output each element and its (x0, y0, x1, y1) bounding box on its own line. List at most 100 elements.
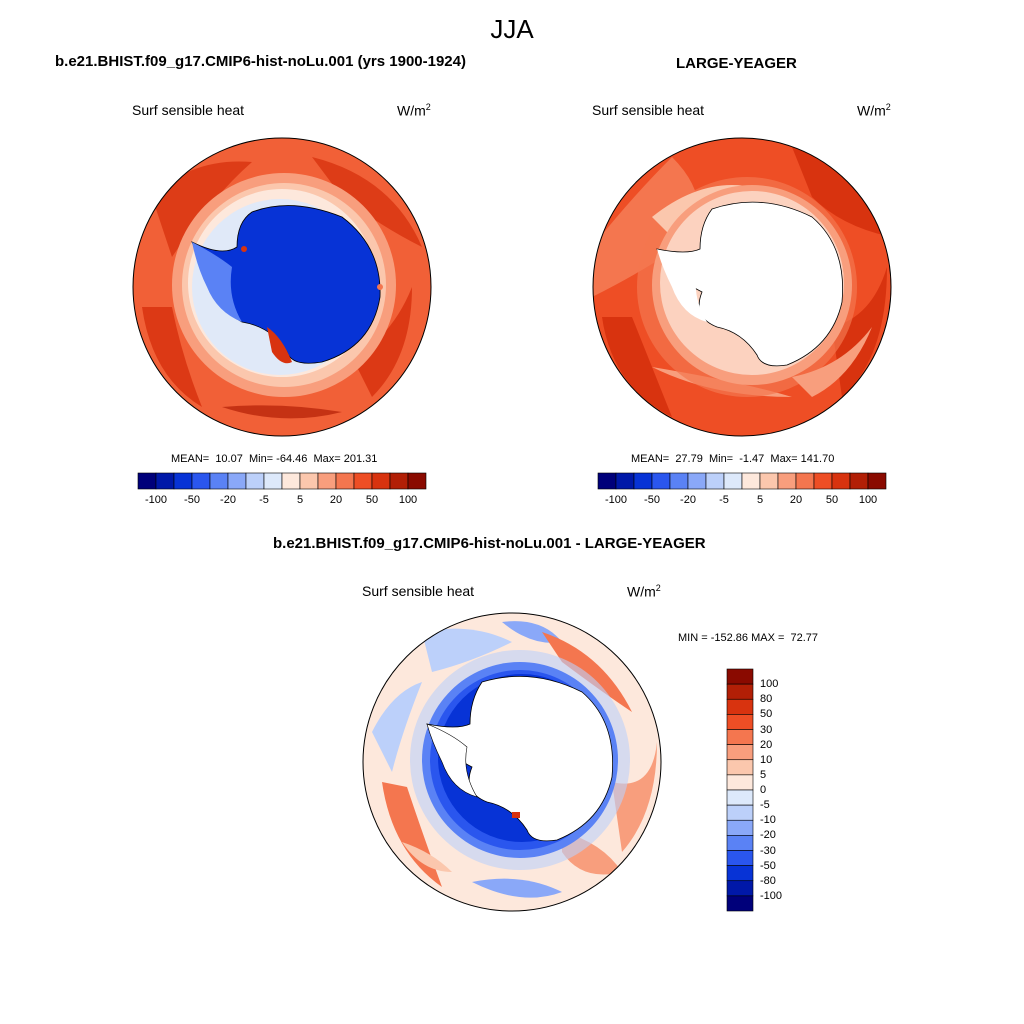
colorbar-swatch (726, 698, 754, 715)
colorbar-tick-label: 20 (789, 494, 803, 506)
colorbar-tick-label: -100 (760, 889, 783, 902)
colorbar-swatch (651, 472, 671, 490)
colorbar-swatch (317, 472, 337, 490)
colorbar-swatch (633, 472, 653, 490)
panel2-variable-label: Surf sensible heat (592, 102, 705, 118)
panel1-stats: MEAN= 10.07 Min= -64.46 Max= 201.31 (171, 453, 378, 465)
colorbar-tick-label: 100 (760, 678, 779, 691)
panel2-stats: MEAN= 27.79 Min= -1.47 Max= 141.70 (631, 453, 835, 465)
panel2-title: LARGE-YEAGER (676, 55, 797, 72)
panel3-minmax: MIN = -152.86 MAX = 72.77 (678, 632, 819, 644)
panel2-units-label: W/m2 (857, 102, 891, 119)
colorbar-tick-label: 0 (760, 784, 767, 796)
colorbar-swatch (227, 472, 247, 490)
panel3-variable-label: Surf sensible heat (362, 583, 475, 599)
colorbar-swatch (687, 472, 707, 490)
colorbar-tick-label: 30 (760, 723, 773, 736)
colorbar-tick-label: -80 (760, 874, 776, 887)
panel1-colorbar (137, 472, 427, 490)
colorbar-swatch (726, 895, 754, 912)
colorbar-swatch (335, 472, 355, 490)
colorbar-swatch (726, 668, 754, 685)
panel1-colorbar-ticks: -100 -50 -20 -5 5 20 50 100 (138, 494, 426, 508)
colorbar-swatch (705, 472, 725, 490)
colorbar-swatch (281, 472, 301, 490)
colorbar-swatch (759, 472, 779, 490)
colorbar-tick-label: 100 (858, 494, 878, 506)
colorbar-swatch (597, 472, 617, 490)
colorbar-tick-label: 5 (756, 494, 764, 506)
colorbar-tick-label: 80 (760, 693, 773, 706)
panel1-variable-label: Surf sensible heat (132, 102, 245, 118)
colorbar-tick-label: -50 (644, 494, 660, 506)
colorbar-swatch (137, 472, 157, 490)
panel2-colorbar-ticks: -100 -50 -20 -5 5 20 50 100 (598, 494, 886, 508)
panel2-colorbar (597, 472, 887, 490)
panel1-units-label: W/m2 (397, 102, 431, 119)
colorbar-swatch (209, 472, 229, 490)
colorbar-swatch (726, 729, 754, 745)
panel3-colorbar-labels: 100 80 50 30 20 10 5 0 -5 -10 -20 -30 -50 -80 -100 (760, 669, 800, 911)
panel1-map (132, 137, 432, 437)
colorbar-swatch (813, 472, 833, 490)
colorbar-tick-label: -20 (680, 494, 696, 506)
colorbar-swatch (669, 472, 689, 490)
colorbar-tick-label: -5 (719, 494, 729, 506)
colorbar-swatch (867, 472, 887, 490)
colorbar-swatch (831, 472, 851, 490)
colorbar-swatch (726, 683, 754, 700)
colorbar-swatch (726, 744, 754, 761)
colorbar-swatch (726, 774, 754, 791)
colorbar-swatch (191, 472, 211, 490)
colorbar-swatch (389, 472, 409, 490)
colorbar-tick-label: -50 (184, 494, 200, 506)
colorbar-swatch (777, 472, 797, 490)
colorbar-swatch (263, 472, 283, 490)
colorbar-swatch (245, 472, 265, 490)
colorbar-swatch (795, 472, 815, 490)
colorbar-swatch (723, 472, 743, 490)
colorbar-swatch (726, 789, 754, 806)
panel3-colorbar (726, 668, 754, 912)
panel3-title: b.e21.BHIST.f09_g17.CMIP6-hist-noLu.001 … (273, 535, 706, 552)
colorbar-tick-label: 5 (296, 494, 304, 506)
colorbar-tick-label: 10 (760, 753, 773, 766)
colorbar-swatch (615, 472, 635, 490)
colorbar-tick-label: 20 (329, 494, 343, 506)
panel2-map (592, 137, 892, 437)
colorbar-swatch (353, 472, 373, 490)
colorbar-swatch (726, 759, 754, 776)
colorbar-tick-label: -5 (760, 799, 770, 812)
colorbar-tick-label: 50 (760, 708, 773, 721)
colorbar-tick-label: -20 (760, 829, 776, 842)
colorbar-tick-label: -5 (259, 494, 269, 506)
colorbar-swatch (155, 472, 175, 490)
panel3-units-label: W/m2 (627, 583, 661, 600)
colorbar-swatch (726, 865, 754, 882)
colorbar-tick-label: -100 (604, 494, 628, 506)
colorbar-swatch (726, 714, 754, 730)
figure-title: JJA (490, 14, 534, 44)
colorbar-swatch (726, 819, 754, 836)
colorbar-tick-label: -50 (760, 859, 776, 872)
colorbar-swatch (173, 472, 193, 490)
colorbar-tick-label: 50 (825, 494, 839, 506)
colorbar-swatch (741, 472, 761, 490)
colorbar-tick-label: -10 (760, 814, 776, 827)
colorbar-swatch (726, 804, 754, 821)
colorbar-swatch (726, 850, 754, 866)
colorbar-tick-label: -100 (144, 494, 168, 506)
panel1-title: b.e21.BHIST.f09_g17.CMIP6-hist-noLu.001 … (55, 53, 466, 70)
colorbar-tick-label: 100 (398, 494, 418, 506)
colorbar-swatch (299, 472, 319, 490)
colorbar-swatch (407, 472, 427, 490)
panel3-map (362, 612, 662, 912)
colorbar-tick-label: 20 (760, 738, 773, 751)
colorbar-tick-label: 50 (365, 494, 379, 506)
colorbar-tick-label: -20 (220, 494, 236, 506)
colorbar-swatch (726, 880, 754, 897)
colorbar-swatch (726, 835, 754, 851)
colorbar-swatch (371, 472, 391, 490)
colorbar-tick-label: 5 (760, 768, 767, 781)
colorbar-swatch (849, 472, 869, 490)
